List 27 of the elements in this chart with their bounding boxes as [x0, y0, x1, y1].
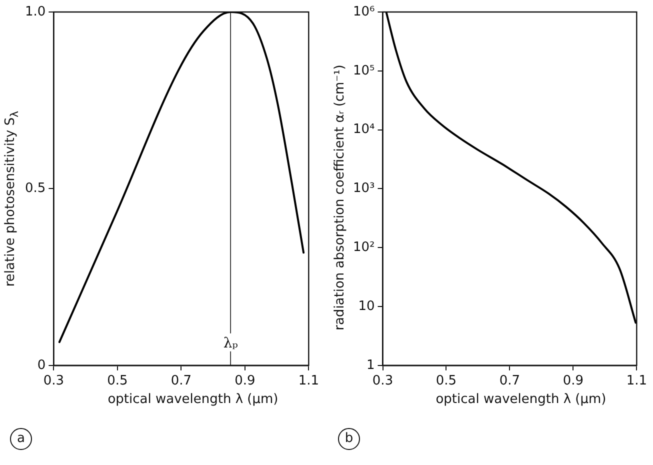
- x-tick-label: 0.5: [107, 374, 128, 389]
- y-tick-label: 1: [366, 358, 375, 373]
- y-tick-label: 0: [37, 358, 46, 373]
- y-tick-label: 10³: [352, 181, 375, 196]
- text: b: [338, 428, 360, 450]
- y-tick-label: 1.0: [24, 4, 46, 20]
- line-series: [385, 12, 637, 324]
- x-axis-title: optical wavelength λ (μm): [434, 392, 608, 407]
- x-tick-label: 0.3: [372, 374, 394, 389]
- ref-line-label: λₚ: [223, 335, 238, 352]
- x-tick-label: 0.7: [170, 374, 192, 389]
- x-tick-label: 1.1: [626, 374, 648, 389]
- y-tick-label: 10: [358, 298, 375, 314]
- y-tick-label: 10⁵: [352, 63, 375, 78]
- x-axis-title: optical wavelength λ (μm): [106, 392, 280, 407]
- text: a: [10, 428, 32, 450]
- y-tick-label: 10⁶: [352, 4, 375, 20]
- x-tick-label: 0.7: [499, 374, 520, 389]
- y-axis-title: radiation absorption coefficient αᵣ (cm⁻¹): [332, 64, 348, 332]
- y-tick-label: 0.5: [24, 181, 46, 196]
- x-tick-label: 1.1: [298, 374, 320, 389]
- y-tick-label: 10²: [352, 240, 375, 255]
- x-tick-label: 0.3: [43, 374, 64, 389]
- x-tick-label: 0.5: [436, 374, 457, 389]
- y-tick-label: 10⁴: [352, 122, 375, 138]
- x-tick-label: 0.9: [562, 374, 584, 389]
- x-tick-label: 0.9: [234, 374, 256, 389]
